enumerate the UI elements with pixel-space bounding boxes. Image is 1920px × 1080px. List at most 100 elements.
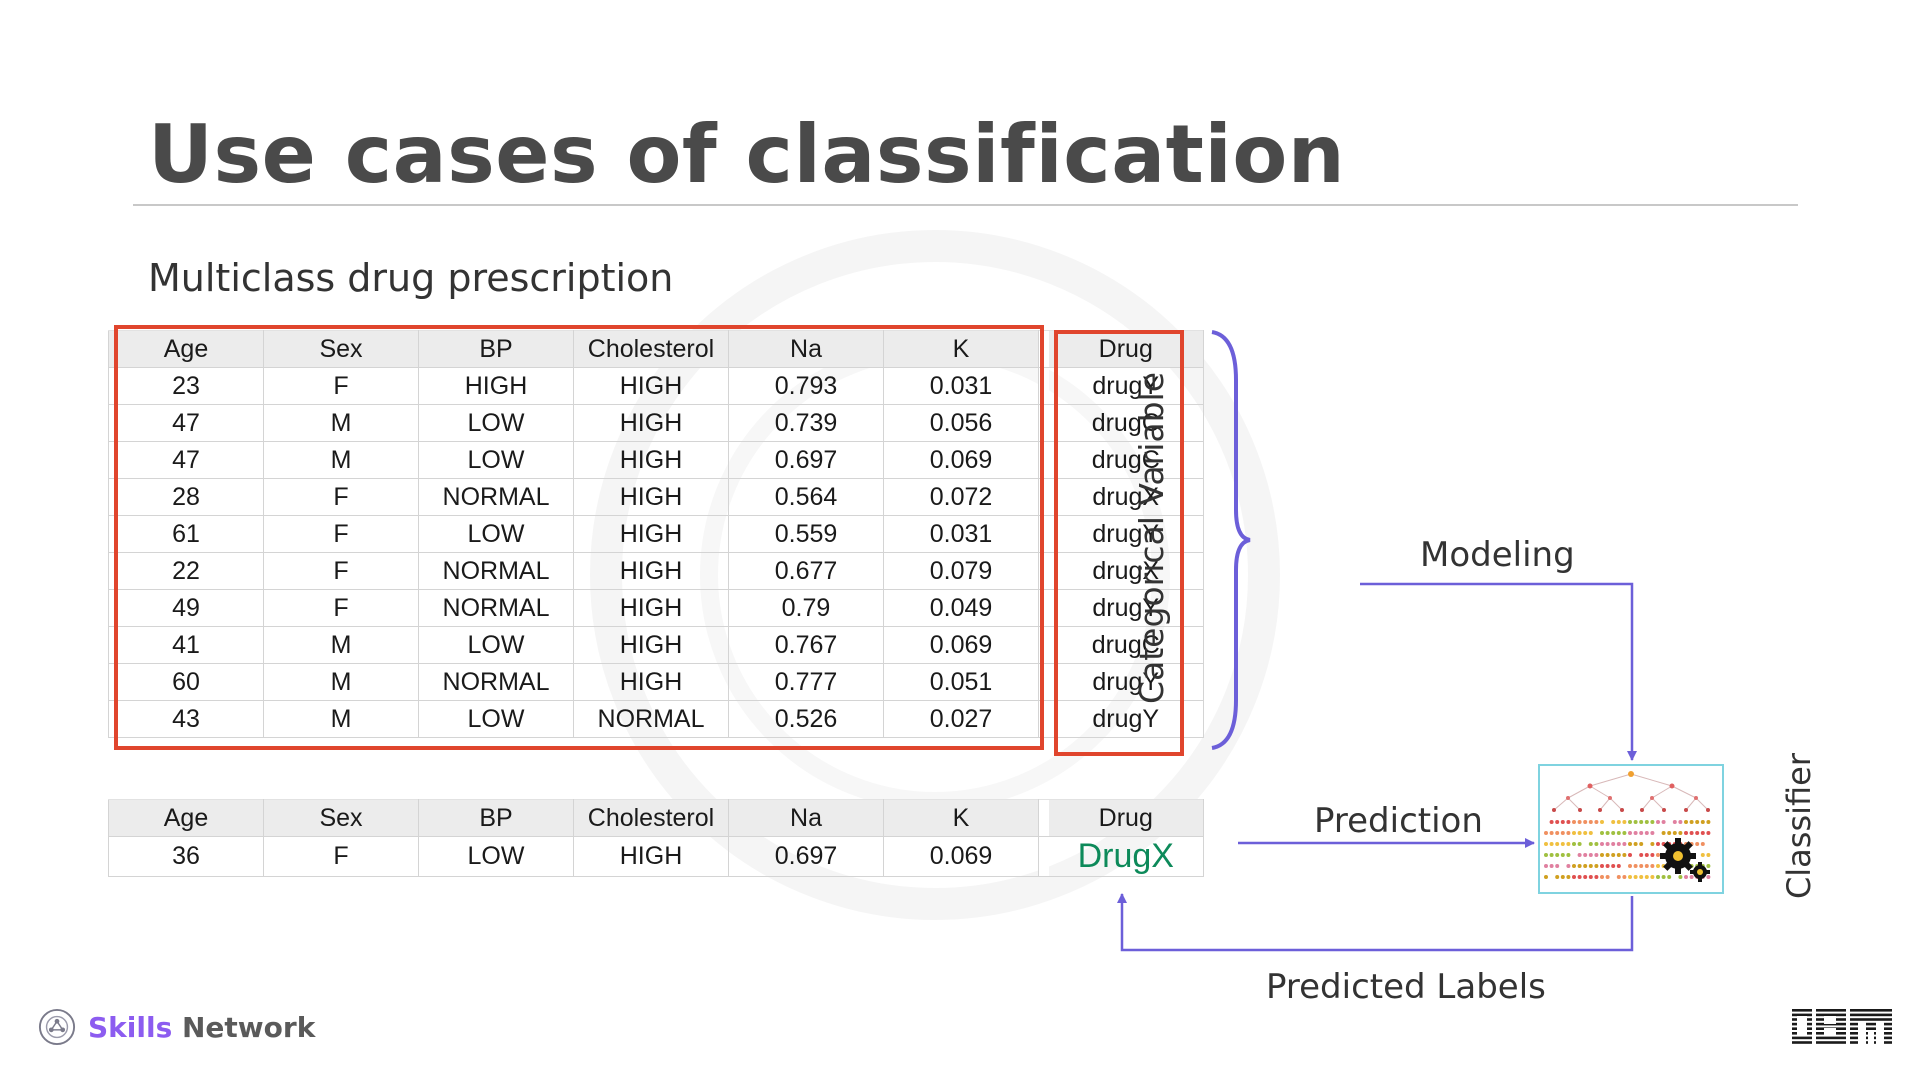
cell-bp: NORMAL (418, 663, 574, 701)
cell-drug: drugC (1048, 626, 1204, 664)
cell-k: 0.056 (883, 404, 1039, 442)
ibm-logo (1792, 1009, 1892, 1046)
cell-drug: drugY (1048, 663, 1204, 701)
cell-drug: drugY (1048, 515, 1204, 553)
cell-bp: LOW (418, 515, 574, 553)
cell-na: 0.564 (728, 478, 884, 516)
cell-sex: F (263, 367, 419, 405)
header-sex: Sex (263, 330, 419, 368)
cell-k: 0.049 (883, 589, 1039, 627)
cell-sex: M (263, 663, 419, 701)
classifier-label: Classifier (1780, 752, 1818, 900)
training-table-body: 23 F HIGH HIGH 0.793 0.031 drugY 47 M LOW HIGH 0.73… (108, 367, 1204, 738)
header-drug: Drug (1048, 330, 1204, 368)
cell-cholesterol: HIGH (573, 589, 729, 627)
skills-network-logo: Skills Network (38, 1008, 315, 1046)
table-row: 49 F NORMAL HIGH 0.79 0.049 drugY (108, 589, 1204, 627)
cell-bp: LOW (418, 626, 574, 664)
cell-cholesterol: HIGH (573, 441, 729, 479)
table-header-row: Age Sex BP Cholesterol Na K Drug (108, 330, 1204, 368)
cell-age: 47 (108, 441, 264, 479)
cell-bp: LOW (418, 441, 574, 479)
cell-k: 0.069 (883, 836, 1039, 877)
cell-sex: M (263, 626, 419, 664)
header-age: Age (108, 330, 264, 368)
cell-drug: drugY (1048, 367, 1204, 405)
cell-sex: F (263, 836, 419, 877)
cell-drug: drugY (1048, 700, 1204, 738)
header-na: Na (728, 330, 884, 368)
predicted-labels-label: Predicted Labels (1266, 967, 1546, 1007)
cell-sex: M (263, 404, 419, 442)
cell-na: 0.739 (728, 404, 884, 442)
cell-cholesterol: HIGH (573, 515, 729, 553)
cell-na: 0.697 (728, 441, 884, 479)
curly-brace (1211, 330, 1251, 750)
table-row: 43 M LOW NORMAL 0.526 0.027 drugY (108, 700, 1204, 738)
prediction-label: Prediction (1314, 801, 1483, 841)
header-bp: BP (418, 330, 574, 368)
table-row: 36 F LOW HIGH 0.697 0.069 DrugX (108, 836, 1204, 877)
cell-bp: HIGH (418, 367, 574, 405)
cell-sex: F (263, 552, 419, 590)
column-gap (1038, 836, 1049, 877)
brand-name: Skills Network (88, 1010, 316, 1044)
cell-age: 43 (108, 700, 264, 738)
cell-bp: LOW (418, 404, 574, 442)
cell-bp: NORMAL (418, 478, 574, 516)
cell-cholesterol: HIGH (573, 626, 729, 664)
cell-age: 61 (108, 515, 264, 553)
header-cholesterol: Cholesterol (573, 799, 729, 837)
cell-cholesterol: NORMAL (573, 700, 729, 738)
cell-sex: F (263, 515, 419, 553)
table-row: 61 F LOW HIGH 0.559 0.031 drugY (108, 515, 1204, 553)
header-sex: Sex (263, 799, 419, 837)
header-age: Age (108, 799, 264, 837)
cell-cholesterol: HIGH (573, 404, 729, 442)
modeling-arrow (1360, 582, 1637, 761)
predicted-labels-arrow (1117, 893, 1634, 952)
cell-k: 0.051 (883, 663, 1039, 701)
cell-bp: LOW (418, 700, 574, 738)
cell-age: 22 (108, 552, 264, 590)
table-row: 28 F NORMAL HIGH 0.564 0.072 drugX (108, 478, 1204, 516)
cell-na: 0.526 (728, 700, 884, 738)
title-divider (133, 204, 1798, 206)
table-row: 41 M LOW HIGH 0.767 0.069 drugC (108, 626, 1204, 664)
cell-bp: NORMAL (418, 552, 574, 590)
cell-k: 0.031 (883, 367, 1039, 405)
cell-k: 0.079 (883, 552, 1039, 590)
cell-na: 0.79 (728, 589, 884, 627)
modeling-label: Modeling (1420, 535, 1575, 575)
table-row: 47 M LOW HIGH 0.739 0.056 drugC (108, 404, 1204, 442)
cell-sex: M (263, 700, 419, 738)
cell-drug: drugC (1048, 404, 1204, 442)
categorical-variable-label: Categorical Variable (1132, 372, 1171, 705)
gear-icon (1660, 838, 1696, 874)
header-k: K (883, 330, 1039, 368)
cell-age: 49 (108, 589, 264, 627)
header-drug: Drug (1048, 799, 1204, 837)
cell-cholesterol: HIGH (573, 836, 729, 877)
cell-drug: drugX (1048, 478, 1204, 516)
cell-na: 0.777 (728, 663, 884, 701)
prediction-data-table: Age Sex BP Cholesterol Na K Drug 36 F LO… (108, 799, 1204, 877)
cell-sex: F (263, 589, 419, 627)
header-na: Na (728, 799, 884, 837)
column-gap (1038, 799, 1049, 837)
cell-na: 0.697 (728, 836, 884, 877)
cell-na: 0.559 (728, 515, 884, 553)
header-cholesterol: Cholesterol (573, 330, 729, 368)
table-row: 60 M NORMAL HIGH 0.777 0.051 drugY (108, 663, 1204, 701)
cell-k: 0.027 (883, 700, 1039, 738)
cell-na: 0.767 (728, 626, 884, 664)
cell-bp: LOW (418, 836, 574, 877)
cell-cholesterol: HIGH (573, 552, 729, 590)
cell-age: 28 (108, 478, 264, 516)
table-header-row: Age Sex BP Cholesterol Na K Drug (108, 799, 1204, 837)
cell-k: 0.072 (883, 478, 1039, 516)
small-gear-icon (1690, 862, 1710, 882)
skills-network-icon (38, 1008, 76, 1046)
cell-cholesterol: HIGH (573, 367, 729, 405)
